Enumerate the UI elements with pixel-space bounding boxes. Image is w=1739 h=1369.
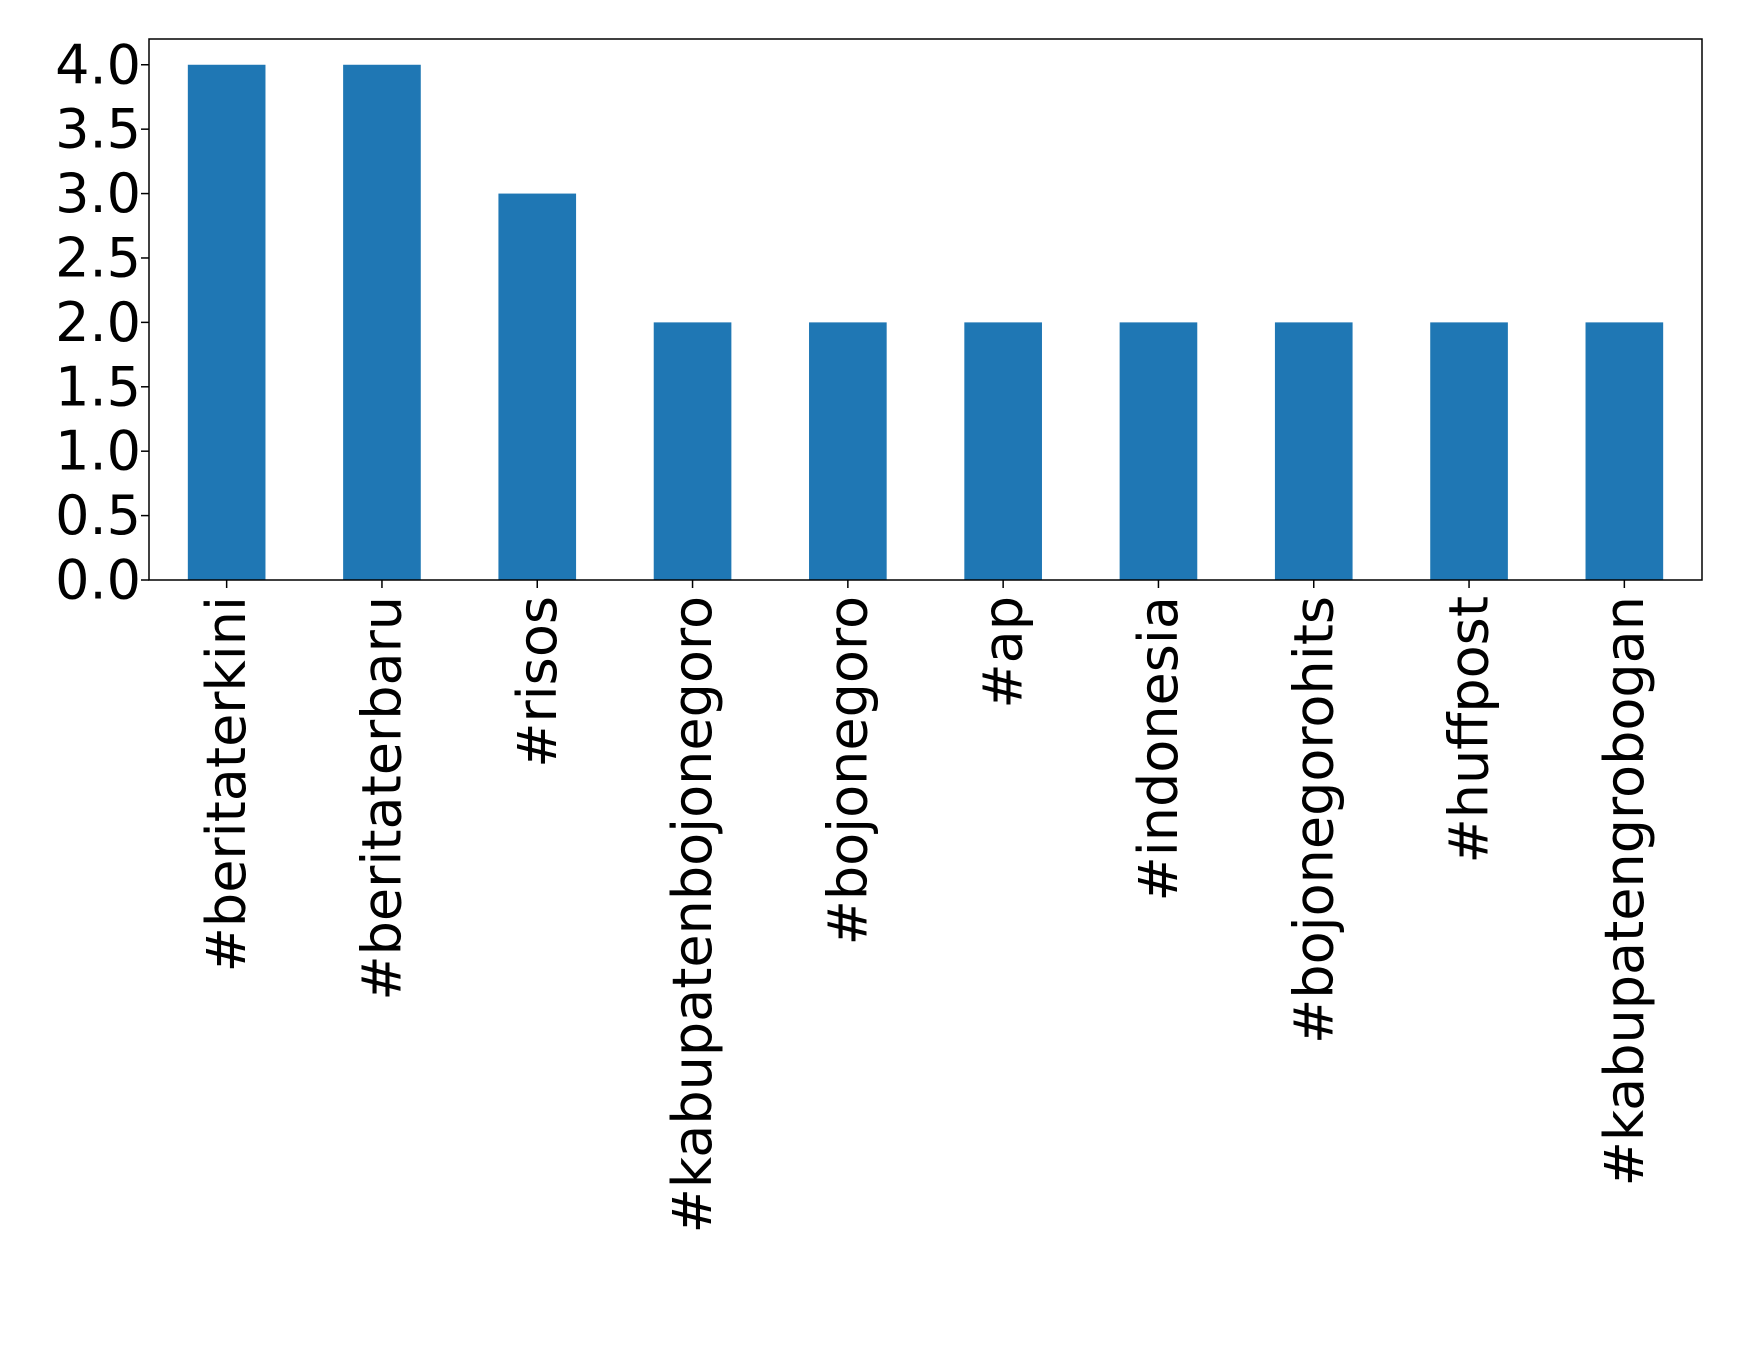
x-tick-label: #indonesia [1127, 596, 1190, 901]
bars-group [187, 64, 1664, 581]
x-tick-label: #huffpost [1438, 596, 1501, 864]
bar-bojonegorohits [1274, 322, 1353, 580]
x-tick-label: #ap [972, 596, 1035, 709]
y-tick-label: 1.5 [55, 355, 141, 418]
x-tick-label: #kabupatengrobogan [1593, 596, 1656, 1186]
bar-kabupatengrobogan [1585, 322, 1664, 580]
y-tick-label: 3.5 [55, 98, 141, 161]
y-tick-label: 2.0 [55, 291, 141, 354]
y-tick-label: 3.0 [55, 162, 141, 225]
bar-huffpost [1430, 322, 1508, 580]
x-tick-label: #beritaterkini [195, 596, 258, 972]
bar-beritaterbaru [343, 64, 421, 580]
bar-kabupatenbojonegoro [653, 322, 732, 580]
y-tick-label: 0.0 [55, 549, 141, 612]
x-tick-label: #beritaterbaru [350, 596, 413, 1001]
bar-ap [964, 322, 1042, 580]
y-tick-label: 1.0 [55, 420, 141, 483]
y-axis: 0.00.51.01.52.02.53.03.54.0 [55, 33, 149, 612]
x-tick-label: #kabupatenbojonegoro [661, 596, 724, 1233]
bar-risos [498, 193, 577, 581]
plot-frame [148, 38, 1703, 581]
bar-indonesia [1119, 322, 1198, 580]
bar-beritaterkini [187, 64, 266, 580]
x-tick-label: #risos [506, 596, 569, 768]
x-tick-label: #bojonegorohits [1282, 596, 1345, 1044]
y-tick-label: 2.5 [55, 226, 141, 289]
bar-bojonegoro [809, 322, 887, 580]
x-axis: #beritaterkini #beritaterbaru #risos #kabup… [195, 580, 1656, 1233]
y-tick-label: 0.5 [55, 484, 141, 547]
x-tick-label: #bojonegoro [816, 596, 879, 945]
y-tick-label: 4.0 [55, 33, 141, 96]
